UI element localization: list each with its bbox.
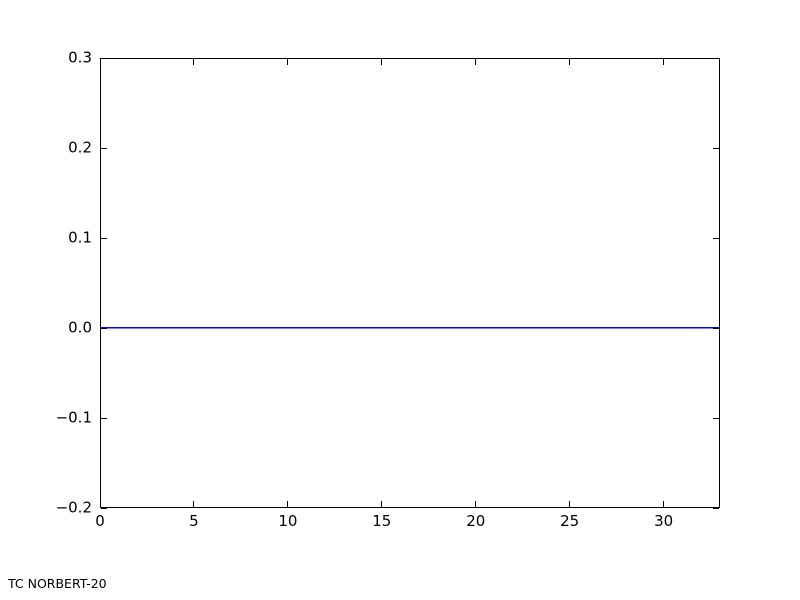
x-axis-tick-top: [287, 59, 289, 65]
x-axis-tick-top: [569, 59, 571, 65]
footer-storm-title: TC NORBERT-20: [8, 576, 107, 591]
x-axis-tick: [381, 501, 383, 507]
y-axis-tick: [101, 417, 107, 419]
y-tick-label: −0.1: [55, 408, 92, 427]
x-tick-label: 0: [95, 512, 105, 530]
x-axis-tick: [569, 501, 571, 507]
y-tick-label: 0.0: [68, 318, 92, 337]
y-tick-label: 0.3: [68, 48, 92, 67]
x-axis-tick: [287, 501, 289, 507]
chart-footer: TC NORBERT-20 k parameter Bulletin No. 2…: [8, 550, 255, 600]
y-axis-tick-right: [713, 147, 719, 149]
y-tick-label: 0.1: [68, 228, 92, 247]
plot-area: [100, 58, 720, 508]
x-axis-tick-top: [381, 59, 383, 65]
x-axis-tick-top: [663, 59, 665, 65]
x-axis-tick: [475, 501, 477, 507]
x-tick-label: 10: [278, 512, 298, 530]
x-axis-tick: [99, 501, 101, 507]
y-axis-tick-right: [713, 327, 719, 329]
y-tick-label: 0.2: [68, 138, 92, 157]
x-tick-label: 30: [654, 512, 674, 530]
x-tick-label: 20: [466, 512, 486, 530]
x-axis-tick: [663, 501, 665, 507]
y-axis-tick: [101, 237, 107, 239]
y-axis-tick-right: [713, 237, 719, 239]
y-axis-tick: [101, 147, 107, 149]
x-tick-label: 15: [372, 512, 392, 530]
y-axis-tick: [101, 507, 107, 509]
x-tick-label: 25: [560, 512, 580, 530]
y-axis-tick: [101, 327, 107, 329]
series-line-layer: [101, 327, 719, 329]
x-axis-tick: [193, 501, 195, 507]
x-tick-label: 5: [189, 512, 199, 530]
y-axis-tick-right: [713, 507, 719, 509]
y-axis-tick: [101, 57, 107, 59]
x-axis-tick-top: [475, 59, 477, 65]
y-tick-label: −0.2: [55, 498, 92, 517]
x-axis-tick-top: [99, 59, 101, 65]
x-axis-tick-top: [193, 59, 195, 65]
y-axis-tick-right: [713, 57, 719, 59]
y-axis-tick-right: [713, 417, 719, 419]
